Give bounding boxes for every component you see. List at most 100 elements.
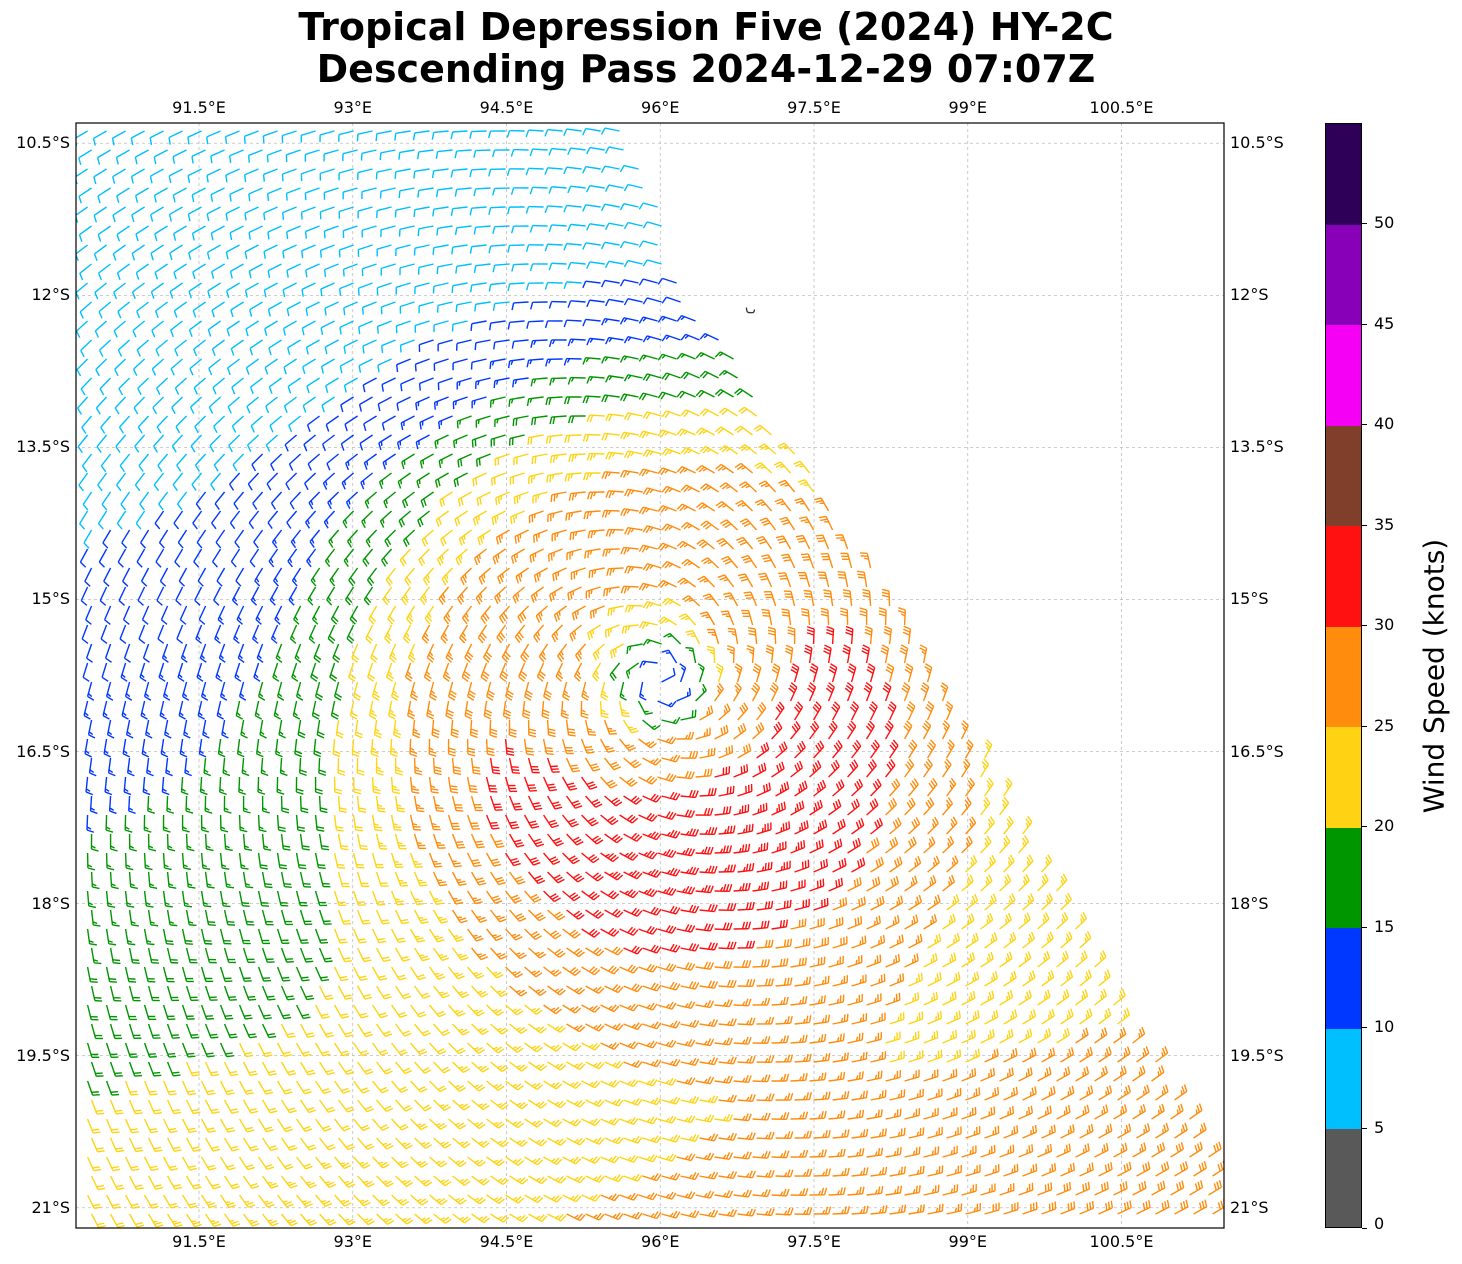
wind-barb (734, 462, 754, 474)
wind-barb (96, 434, 108, 453)
wind-barb (601, 394, 620, 403)
wind-barb (332, 738, 341, 758)
wind-barb (588, 567, 605, 579)
wind-barb (152, 434, 165, 453)
wind-barb (942, 1184, 959, 1196)
wind-barb (391, 1118, 409, 1131)
wind-barb (511, 301, 529, 311)
wind-barb (619, 202, 639, 211)
wind-barb (147, 1175, 164, 1190)
wind-barb (1056, 1143, 1071, 1158)
wind-barb (523, 738, 534, 756)
wind-barb (262, 130, 278, 144)
wind-barb (162, 681, 171, 701)
wind-barb (718, 785, 735, 797)
wind-barb (333, 890, 347, 907)
wind-barb (181, 1156, 198, 1171)
wind-barb (813, 740, 825, 759)
wind-barb (292, 700, 301, 720)
wind-barb (432, 795, 444, 812)
wind-barb (619, 814, 639, 824)
wind-barb (563, 357, 582, 366)
wind-barb (1075, 1143, 1090, 1158)
wind-barb (961, 1145, 977, 1158)
wind-barb (401, 453, 415, 470)
wind-barb (450, 130, 468, 140)
wind-barb (295, 890, 308, 907)
lon-tick-label-bottom: 94.5°E (479, 1232, 534, 1251)
wind-barb (638, 850, 658, 860)
wind-barb (661, 334, 681, 342)
wind-barb (229, 149, 244, 164)
wind-barb (475, 377, 491, 389)
wind-barb (623, 1211, 643, 1220)
wind-barb (164, 719, 172, 739)
wind-barb (341, 472, 355, 490)
wind-barb (266, 472, 279, 491)
wind-barb (438, 415, 453, 430)
wind-barb (338, 130, 354, 142)
wind-barb (204, 871, 215, 889)
wind-barb (638, 468, 658, 477)
wind-barb (276, 1080, 293, 1095)
wind-barb (696, 539, 716, 550)
wind-barb (490, 1023, 509, 1035)
wind-barb (505, 1080, 524, 1091)
wind-barb (200, 1156, 217, 1171)
wind-barb (306, 548, 317, 568)
wind-barb (93, 244, 107, 261)
wind-barb (119, 624, 127, 644)
wind-barb (395, 1137, 413, 1150)
wind-barb (357, 1175, 375, 1188)
colorbar-tick-label: 45 (1374, 313, 1395, 333)
wind-barb (394, 833, 407, 850)
wind-barb (180, 776, 189, 796)
wind-barb (231, 377, 245, 395)
wind-barb (657, 736, 677, 745)
wind-barb (642, 335, 662, 343)
wind-barb (1155, 1161, 1170, 1177)
wind-barb (492, 187, 510, 196)
wind-barb (638, 925, 658, 935)
wind-barb (242, 795, 251, 814)
wind-barb (604, 146, 624, 154)
wind-barb (495, 491, 510, 506)
wind-barb (327, 624, 336, 644)
wind-barb (1075, 1181, 1091, 1196)
wind-barb (94, 320, 108, 338)
wind-barb (642, 1211, 662, 1220)
wind-barb (185, 1061, 200, 1077)
wind-barb (281, 1137, 298, 1151)
wind-barb (413, 909, 429, 924)
wind-barb (870, 1205, 888, 1215)
wind-barb (486, 928, 504, 942)
wind-barb (1113, 1104, 1128, 1120)
wind-barb (676, 962, 696, 971)
wind-barb (700, 520, 719, 531)
wind-barb (429, 1118, 448, 1130)
wind-barb (828, 759, 840, 778)
wind-barb (809, 760, 822, 778)
wind-barb (605, 375, 624, 383)
wind-barb (1132, 1180, 1147, 1196)
wind-barb (870, 1012, 886, 1025)
wind-barb (117, 339, 131, 357)
wind-barb (676, 465, 696, 474)
wind-barb (623, 221, 643, 230)
wind-barb (695, 351, 715, 360)
wind-barb (242, 947, 256, 964)
wind-barb (551, 529, 567, 542)
wind-barb (1117, 1200, 1132, 1215)
wind-barb (961, 1068, 977, 1082)
wind-barb (454, 149, 472, 159)
lat-tick-label-right: 19.5°S (1230, 1045, 1284, 1065)
wind-barb (547, 833, 564, 847)
wind-barb (381, 339, 396, 354)
wind-barb (592, 662, 602, 682)
wind-barb (548, 186, 567, 194)
wind-barb (1041, 1124, 1056, 1139)
wind-barb (1151, 1142, 1166, 1158)
wind-barb (208, 396, 222, 414)
wind-barb (509, 947, 527, 960)
wind-barb (642, 868, 662, 878)
